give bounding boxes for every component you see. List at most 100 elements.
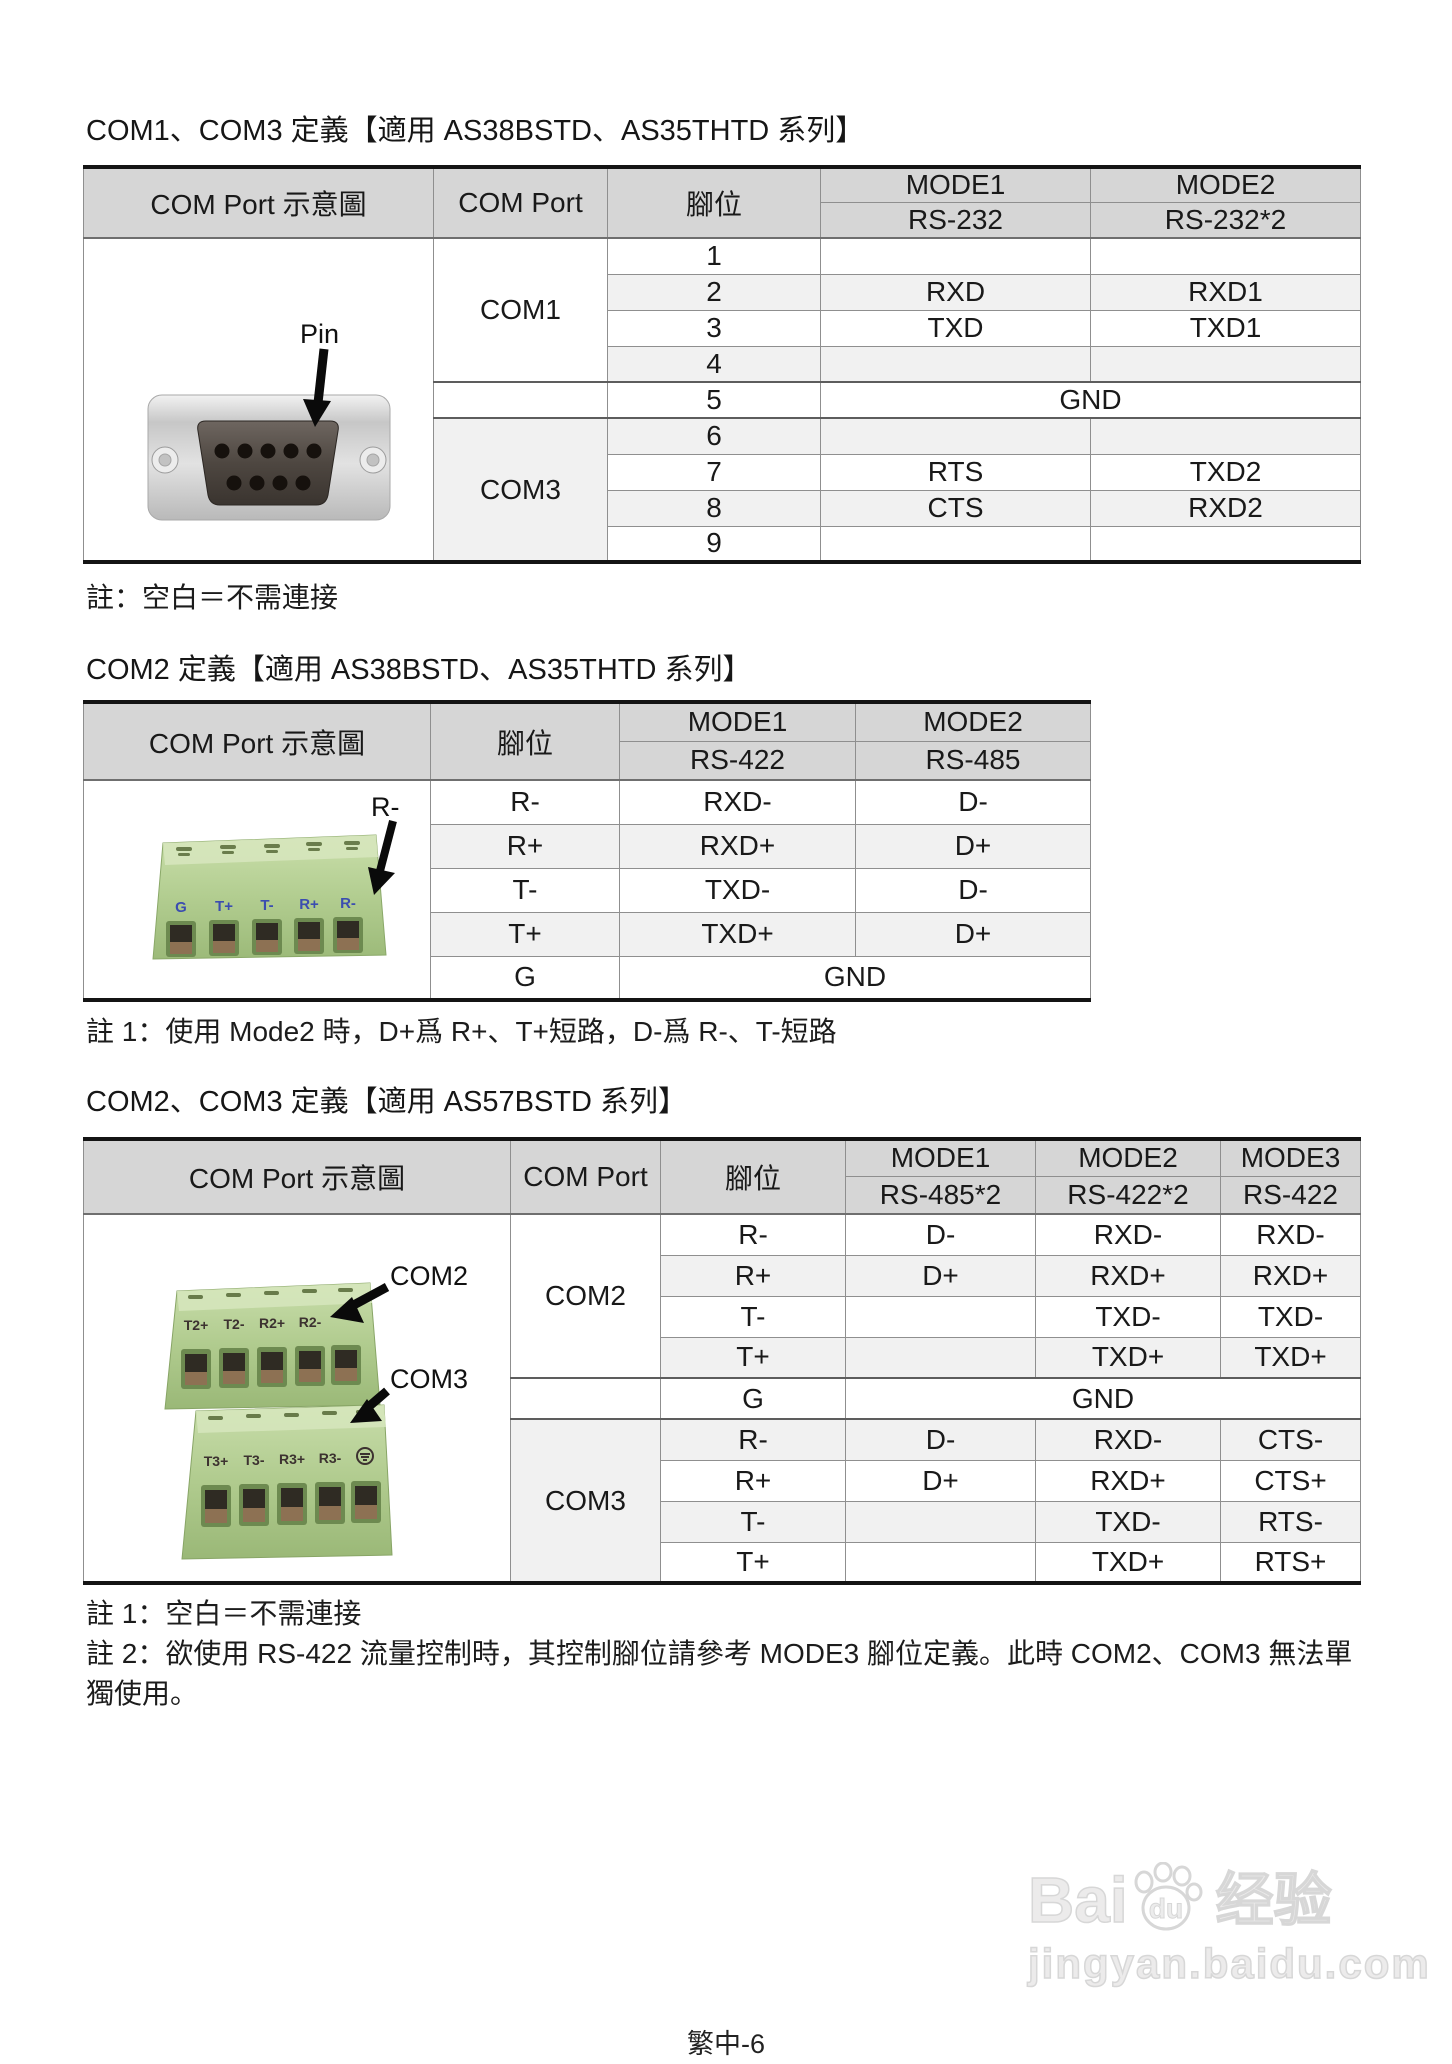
table-row: G GND bbox=[84, 1377, 1361, 1420]
header-mode2: MODE2 bbox=[1090, 166, 1361, 203]
pin-cell: T- bbox=[660, 1295, 846, 1338]
pin-cell: R+ bbox=[660, 1254, 846, 1297]
mode2-cell: D+ bbox=[855, 911, 1091, 957]
mode2-cell: TXD1 bbox=[1090, 309, 1361, 347]
mode1-cell: TXD- bbox=[619, 867, 856, 913]
pin-cell: 3 bbox=[607, 309, 821, 347]
pin-cell: R- bbox=[660, 1418, 846, 1461]
baidu-logo-text: Bai bbox=[1027, 1864, 1128, 1936]
table-row: T+ TXD+ RTS+ bbox=[84, 1541, 1361, 1584]
table-row: R- RXD- D- bbox=[83, 779, 1091, 1001]
mode2-cell: RXD1 bbox=[1090, 273, 1361, 311]
header-com-port: COM Port bbox=[510, 1138, 661, 1215]
terminal-label: T3- bbox=[244, 1452, 265, 1468]
terminal-labels: G T+ T- R+ R- bbox=[175, 895, 356, 916]
mode1-cell bbox=[845, 1541, 1036, 1584]
mode1-cell: D- bbox=[845, 1213, 1036, 1256]
mode1-cell bbox=[820, 345, 1091, 383]
pin-cell: 8 bbox=[607, 489, 821, 527]
terminal-label: G bbox=[175, 899, 187, 916]
pin-cell: G bbox=[430, 955, 620, 1001]
screw-icon bbox=[359, 446, 387, 474]
table-row: COM3 6 bbox=[84, 417, 1361, 563]
baidu-logo: Bai du 经验 bbox=[1027, 1862, 1428, 1936]
pin-arrow bbox=[303, 348, 331, 427]
header-diagram: COM Port 示意圖 bbox=[83, 1138, 511, 1215]
mode1-cell bbox=[845, 1336, 1036, 1379]
db9-pin-holes bbox=[214, 443, 322, 491]
table-row: 5 GND bbox=[84, 381, 1361, 419]
mode1-cell: CTS bbox=[820, 489, 1091, 527]
table-row: G GND bbox=[84, 955, 1091, 1001]
pin-cell: R- bbox=[430, 779, 620, 825]
pin-cell: 6 bbox=[607, 417, 821, 455]
header-diagram: COM Port 示意圖 bbox=[83, 701, 431, 781]
mode2-cell bbox=[1090, 417, 1361, 455]
mode1-cell: D+ bbox=[845, 1459, 1036, 1502]
pin-cell: 7 bbox=[607, 453, 821, 491]
mode2-cell: TXD- bbox=[1035, 1295, 1221, 1338]
screw-icon bbox=[151, 446, 179, 474]
r-minus-arrow bbox=[368, 819, 397, 895]
terminal-holes-com3 bbox=[201, 1481, 381, 1527]
header-mode2-sub: RS-422*2 bbox=[1035, 1175, 1221, 1215]
terminal-label: T+ bbox=[215, 898, 233, 915]
header-mode2-sub: RS-232*2 bbox=[1090, 201, 1361, 239]
mode3-cell: CTS- bbox=[1220, 1418, 1361, 1461]
mode3-cell: RTS- bbox=[1220, 1500, 1361, 1543]
gnd-cell: GND bbox=[845, 1377, 1361, 1420]
r-minus-callout-label: R- bbox=[371, 792, 400, 822]
pin-cell: 5 bbox=[607, 381, 821, 419]
table-row: R+ RXD+ D+ bbox=[84, 823, 1091, 869]
baidu-du-text: du bbox=[1148, 1893, 1182, 1924]
mode1-cell: TXD+ bbox=[619, 911, 856, 957]
terminal-block-image: G T+ T- R+ R- R- bbox=[152, 792, 400, 960]
mode2-cell: RXD+ bbox=[1035, 1459, 1221, 1502]
mode2-cell: TXD+ bbox=[1035, 1541, 1221, 1584]
mode1-cell: D- bbox=[845, 1418, 1036, 1461]
com-port-cell bbox=[510, 1377, 661, 1420]
gnd-cell: GND bbox=[619, 955, 1091, 1001]
mode3-cell: RXD- bbox=[1220, 1213, 1361, 1256]
com-port-cell: COM2 bbox=[510, 1213, 661, 1379]
mode1-cell bbox=[820, 417, 1091, 455]
header-pin: 腳位 bbox=[607, 166, 821, 239]
dual-terminal-block-image: T2+ T2- R2+ R2- COM2 T3+ T3- R3+ bbox=[164, 1261, 468, 1560]
header-mode1: MODE1 bbox=[845, 1138, 1036, 1177]
table2-title: COM2 定義【適用 AS38BSTD、AS35THTD 系列】 bbox=[86, 654, 752, 686]
mode1-cell bbox=[845, 1295, 1036, 1338]
mode2-cell: D- bbox=[855, 779, 1091, 825]
header-mode1: MODE1 bbox=[820, 166, 1091, 203]
com2-pin-table: COM Port 示意圖 腳位 MODE1 MODE2 RS-422 RS-48… bbox=[83, 700, 1091, 1002]
ground-symbol-icon bbox=[356, 1447, 374, 1465]
pin-cell: T- bbox=[660, 1500, 846, 1543]
mode1-cell bbox=[820, 237, 1091, 275]
header-mode1-sub: RS-485*2 bbox=[845, 1175, 1036, 1215]
mode2-cell bbox=[1090, 345, 1361, 383]
terminal-holes-com2 bbox=[181, 1345, 361, 1389]
mode2-cell bbox=[1090, 237, 1361, 275]
terminal-label: T3+ bbox=[204, 1453, 229, 1469]
mode1-cell: RXD+ bbox=[619, 823, 856, 869]
table1-title: COM1、COM3 定義【適用 AS38BSTD、AS35THTD 系列】 bbox=[86, 115, 865, 147]
terminal-holes bbox=[166, 917, 363, 957]
terminal-label: T2+ bbox=[184, 1317, 209, 1333]
terminal-top-band bbox=[177, 1283, 372, 1311]
header-mode3-sub: RS-422 bbox=[1220, 1175, 1361, 1215]
header-mode2-sub: RS-485 bbox=[855, 740, 1091, 781]
mode1-cell: RXD- bbox=[619, 779, 856, 825]
header-mode3: MODE3 bbox=[1220, 1138, 1361, 1177]
mode2-cell: TXD- bbox=[1035, 1500, 1221, 1543]
mode1-cell bbox=[820, 525, 1091, 563]
table-row: R+ D+ RXD+ RXD+ bbox=[84, 1254, 1361, 1297]
pin-cell: R- bbox=[660, 1213, 846, 1256]
terminal-label: R2+ bbox=[259, 1315, 285, 1331]
header-pin: 腳位 bbox=[660, 1138, 846, 1215]
gnd-cell: GND bbox=[820, 381, 1361, 419]
pin-cell: T+ bbox=[660, 1541, 846, 1584]
table1-note: 註：空白＝不需連接 bbox=[86, 582, 339, 613]
header-com-port: COM Port bbox=[433, 166, 608, 239]
mode2-cell bbox=[1090, 525, 1361, 563]
pin-callout-label: Pin bbox=[300, 319, 339, 349]
